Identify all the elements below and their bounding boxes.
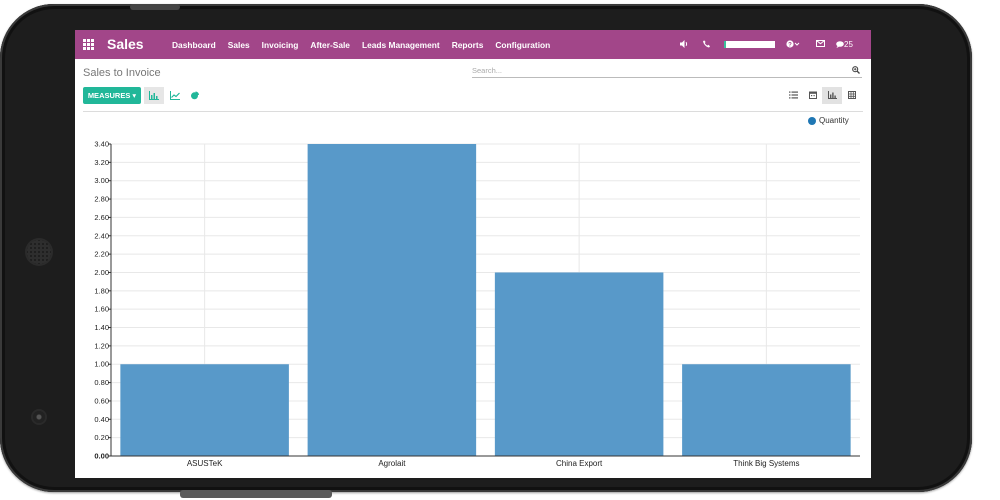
y-tick-label: 3.00 (94, 176, 109, 185)
search-bar (472, 65, 862, 78)
bar[interactable] (307, 144, 477, 456)
graph-view-icon (828, 91, 837, 99)
menu-item-leads-management[interactable]: Leads Management (361, 40, 440, 50)
app-screen: Sales Dashboard Sales Invoicing After-Sa… (75, 30, 871, 478)
x-tick-label: Think Big Systems (733, 459, 799, 468)
control-panel-divider (83, 111, 863, 112)
bar[interactable] (120, 364, 289, 456)
menu-item-configuration[interactable]: Configuration (495, 40, 551, 50)
search-icon[interactable] (852, 66, 860, 74)
calendar-icon (809, 91, 817, 99)
app-switcher-icon[interactable] (83, 39, 94, 50)
y-tick-label: 0.40 (94, 415, 109, 424)
list-view-icon (789, 91, 798, 99)
menu-item-after-sale[interactable]: After-Sale (310, 40, 350, 50)
chat-icon[interactable]: 25 (836, 40, 853, 49)
speaker-icon[interactable] (680, 40, 689, 50)
graph-view-button[interactable] (822, 87, 842, 104)
y-tick-label: 1.20 (94, 341, 109, 350)
menu-item-invoicing[interactable]: Invoicing (261, 40, 299, 50)
pivot-view-button[interactable] (842, 87, 862, 104)
search-input[interactable] (472, 65, 842, 76)
speaker-grille (27, 240, 51, 264)
y-tick-label: 1.60 (94, 305, 109, 314)
line-chart-icon (170, 91, 180, 100)
bar-chart-mode-button[interactable] (144, 87, 164, 104)
quick-search-field[interactable] (724, 41, 775, 48)
y-tick-label: 2.80 (94, 195, 109, 204)
list-view-button[interactable] (783, 87, 803, 104)
y-tick-label: 2.00 (94, 268, 109, 277)
main-navbar: Sales Dashboard Sales Invoicing After-Sa… (75, 30, 871, 59)
phone-frame: Sales Dashboard Sales Invoicing After-Sa… (0, 4, 972, 492)
x-tick-label: Agrolait (378, 459, 406, 468)
legend-label: Quantity (819, 116, 849, 125)
y-tick-label: 1.40 (94, 323, 109, 332)
y-tick-label: 2.40 (94, 231, 109, 240)
menu-item-reports[interactable]: Reports (451, 40, 484, 50)
bar[interactable] (494, 272, 664, 456)
y-tick-label: 0.80 (94, 378, 109, 387)
y-tick-label: 1.80 (94, 286, 109, 295)
chart-legend[interactable]: Quantity (808, 116, 849, 125)
menu-item-sales[interactable]: Sales (227, 40, 250, 50)
volume-button (180, 490, 332, 498)
legend-swatch (808, 116, 816, 125)
power-button (130, 4, 180, 10)
breadcrumb-title: Sales to Invoice (83, 67, 161, 79)
app-brand[interactable]: Sales (107, 36, 144, 52)
x-tick-label: China Export (556, 459, 603, 468)
phone-icon[interactable] (703, 40, 711, 50)
pie-chart-mode-button[interactable] (185, 87, 205, 104)
line-chart-mode-button[interactable] (165, 87, 185, 104)
y-tick-label: 0.00 (94, 452, 109, 461)
mail-icon[interactable] (816, 40, 825, 49)
pivot-table-icon (848, 91, 856, 99)
calendar-view-button[interactable] (803, 87, 823, 104)
measures-label: MEASURES (87, 91, 131, 100)
y-tick-label: 2.20 (94, 250, 109, 259)
camera-lens (33, 411, 45, 423)
y-tick-label: 3.40 (94, 140, 109, 149)
y-tick-label: 3.20 (94, 158, 109, 167)
y-tick-label: 1.00 (94, 360, 109, 369)
measures-dropdown-button[interactable]: MEASURES ▾ (83, 87, 141, 104)
y-tick-label: 0.60 (94, 396, 109, 405)
help-icon[interactable]: ? (786, 40, 800, 50)
x-tick-label: ASUSTeK (187, 459, 223, 468)
svg-text:?: ? (788, 42, 792, 48)
top-menu: Dashboard Sales Invoicing After-Sale Lea… (172, 40, 550, 50)
y-tick-label: 0.20 (94, 433, 109, 442)
bar-chart-icon (149, 91, 159, 100)
menu-item-dashboard[interactable]: Dashboard (172, 40, 216, 50)
chat-count: 25 (844, 40, 853, 49)
pie-chart-icon (191, 91, 199, 100)
y-tick-label: 2.60 (94, 213, 109, 222)
bar-chart: 0.00 0.20 0.40 0.60 0.80 1.00 1.20 1.40 1.60 1.80… (94, 140, 860, 468)
bar[interactable] (682, 364, 851, 456)
